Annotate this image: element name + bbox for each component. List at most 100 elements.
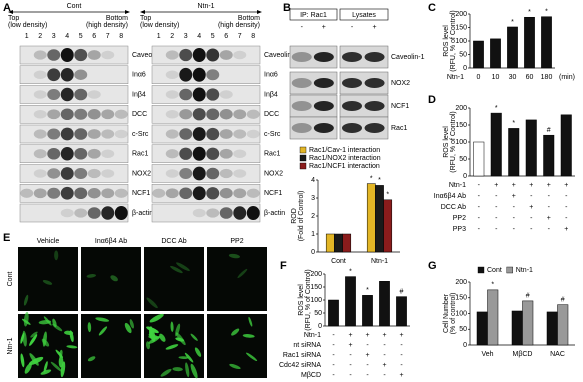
y-tick-label: 0 bbox=[463, 173, 467, 180]
blot-band bbox=[192, 146, 206, 161]
condition-sign: - bbox=[565, 193, 568, 200]
x-tick-label: 60 bbox=[526, 74, 534, 81]
blot-band bbox=[206, 167, 220, 180]
blot-band bbox=[192, 127, 206, 141]
blot-row-label: DCC bbox=[132, 111, 147, 118]
blot-band bbox=[87, 129, 101, 139]
condition-sign: - bbox=[495, 226, 498, 233]
blot-row-label: Inβ4 bbox=[132, 91, 146, 98]
cell bbox=[43, 361, 48, 373]
bar bbox=[473, 40, 484, 69]
cell bbox=[23, 294, 29, 306]
y-tick-label: 150 bbox=[455, 122, 467, 129]
blot-band bbox=[246, 129, 260, 139]
cell bbox=[146, 297, 158, 309]
cell bbox=[194, 347, 202, 357]
density-label: Bottom bbox=[106, 15, 128, 22]
condition-sign: - bbox=[478, 193, 481, 200]
y-axis-label: (% of control) bbox=[450, 293, 457, 335]
cell bbox=[21, 318, 31, 325]
blot-strip bbox=[19, 85, 129, 104]
treatment-sign: - bbox=[301, 24, 304, 31]
lane-number: 5 bbox=[79, 33, 83, 40]
lane-number: 3 bbox=[52, 33, 56, 40]
bar bbox=[543, 134, 555, 177]
condition-sign: + bbox=[529, 204, 533, 211]
condition-sign: - bbox=[513, 215, 516, 222]
image-column-label: Vehicle bbox=[37, 238, 60, 245]
blot-strip bbox=[151, 144, 261, 163]
blot-band bbox=[179, 88, 193, 101]
x-tick-label: Ntn-1 bbox=[371, 258, 388, 265]
condition-sign: - bbox=[349, 372, 352, 379]
condition-sign: + bbox=[512, 193, 516, 200]
condition-sign: + bbox=[564, 226, 568, 233]
bar bbox=[524, 16, 535, 69]
panel-label: C bbox=[428, 2, 436, 14]
significance-mark: # bbox=[547, 127, 551, 134]
panel-label: G bbox=[428, 260, 437, 272]
blot-row-label: Caveolin-1 bbox=[132, 52, 166, 59]
y-tick-label: 0 bbox=[311, 249, 315, 256]
blot-band bbox=[192, 67, 206, 82]
blot-strip bbox=[339, 116, 389, 140]
blot-strip bbox=[151, 65, 261, 84]
blot-strip bbox=[19, 184, 129, 203]
condition-sign: - bbox=[478, 226, 481, 233]
blot-strip bbox=[19, 203, 129, 223]
cell bbox=[87, 356, 96, 362]
legend-swatch bbox=[506, 266, 513, 274]
significance-mark: * bbox=[378, 177, 381, 184]
y-tick-label: 100 bbox=[310, 297, 322, 304]
cell bbox=[190, 363, 198, 379]
treatment-sign: + bbox=[322, 24, 326, 31]
condition-label: PP2 bbox=[453, 215, 466, 222]
condition-sign: - bbox=[400, 342, 403, 349]
blot-band bbox=[60, 208, 74, 218]
x-axis-unit: (min) bbox=[559, 74, 575, 81]
density-label: (low density) bbox=[140, 22, 179, 29]
condition-sign: - bbox=[478, 215, 481, 222]
blot-strip bbox=[19, 124, 129, 144]
blot-band bbox=[165, 169, 179, 178]
blot-band bbox=[33, 90, 47, 99]
cell bbox=[176, 262, 190, 272]
condition-label: Inα6β4 Ab bbox=[434, 193, 466, 200]
blot-strip bbox=[19, 65, 129, 84]
condition-sign: - bbox=[332, 352, 335, 359]
condition-sign: - bbox=[332, 342, 335, 349]
blot-row-label: Inβ4 bbox=[264, 91, 278, 98]
blot-band bbox=[33, 169, 47, 178]
blot-band bbox=[192, 166, 206, 181]
blot-band bbox=[165, 90, 179, 99]
cell bbox=[20, 353, 25, 368]
condition-sign: + bbox=[382, 362, 386, 369]
y-axis-label: ROS level bbox=[443, 126, 450, 158]
cell bbox=[95, 317, 110, 322]
microscopy-image bbox=[18, 247, 78, 311]
legend-label: Rac1/NCF1 interaction bbox=[309, 163, 380, 170]
lane-number: 2 bbox=[170, 33, 174, 40]
condition-sign: - bbox=[332, 332, 335, 339]
x-axis-label: Ntn-1 bbox=[447, 74, 464, 81]
blot-band bbox=[20, 188, 34, 198]
blot-band bbox=[342, 78, 362, 88]
significance-mark: # bbox=[400, 288, 404, 295]
y-tick-label: 200 bbox=[455, 11, 467, 18]
blot-band bbox=[246, 109, 260, 119]
blot-band bbox=[364, 101, 385, 111]
cell bbox=[242, 334, 255, 338]
blot-band bbox=[74, 48, 88, 62]
blot-group-title: Cont bbox=[67, 3, 82, 10]
blot-header: Lysates bbox=[352, 12, 376, 19]
condition-sign: - bbox=[548, 226, 551, 233]
y-tick-label: 200 bbox=[310, 271, 322, 278]
blot-band bbox=[291, 101, 312, 111]
blot-band bbox=[206, 127, 220, 141]
blot-strip bbox=[19, 144, 129, 163]
y-axis-label: ROS level bbox=[443, 25, 450, 57]
blot-band bbox=[179, 168, 193, 179]
y-axis-label: (RFU, % of Control) bbox=[305, 269, 312, 330]
bar bbox=[325, 233, 335, 253]
blot-band bbox=[233, 50, 247, 60]
